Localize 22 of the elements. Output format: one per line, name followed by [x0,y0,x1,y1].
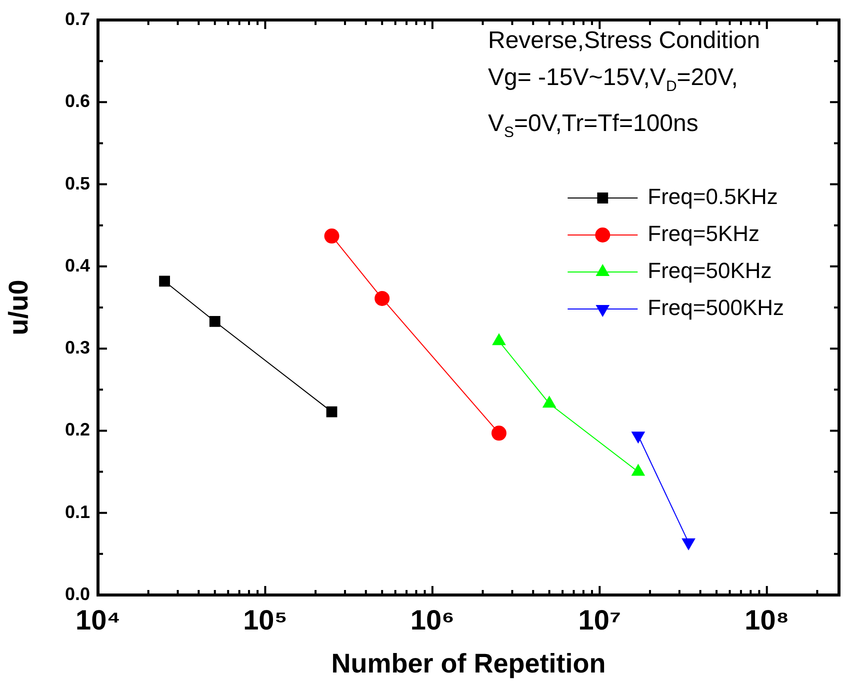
y-tick-label: 0.1 [64,502,90,522]
legend-label: Freq=500KHz [648,295,784,320]
y-tick-label: 0.4 [64,255,90,276]
annotation: Reverse,Stress Condition [488,26,760,56]
annotation: Vg= -15V~15V,V$_{D}$=20V, [488,63,739,97]
legend-label: Freq=0.5KHz [648,184,778,210]
x-tick-label: 10⁷ [578,604,622,636]
y-tick-label: 0.2 [64,420,90,440]
x-tick-label: 10⁴ [76,604,120,636]
x-axis-title: Number of Repetition [331,648,606,678]
x-tick-label: 10⁶ [410,604,454,636]
y-tick-label: 0.5 [64,173,90,194]
y-tick-label: 0.0 [64,584,90,604]
y-tick-label: 0.6 [64,91,90,112]
annotation: V$_{S}$=0V,Tr=Tf=100ns [488,108,700,143]
legend-label: Freq=50KHz [648,258,772,284]
x-tick-label: 10⁵ [243,604,288,636]
y-axis-title: u/u0 [4,280,34,336]
y-tick-label: 0.3 [64,338,90,358]
legend-label: Freq=5KHz [648,221,760,246]
x-tick-label: 10⁸ [744,604,790,636]
y-tick-label: 0.7 [64,8,90,29]
